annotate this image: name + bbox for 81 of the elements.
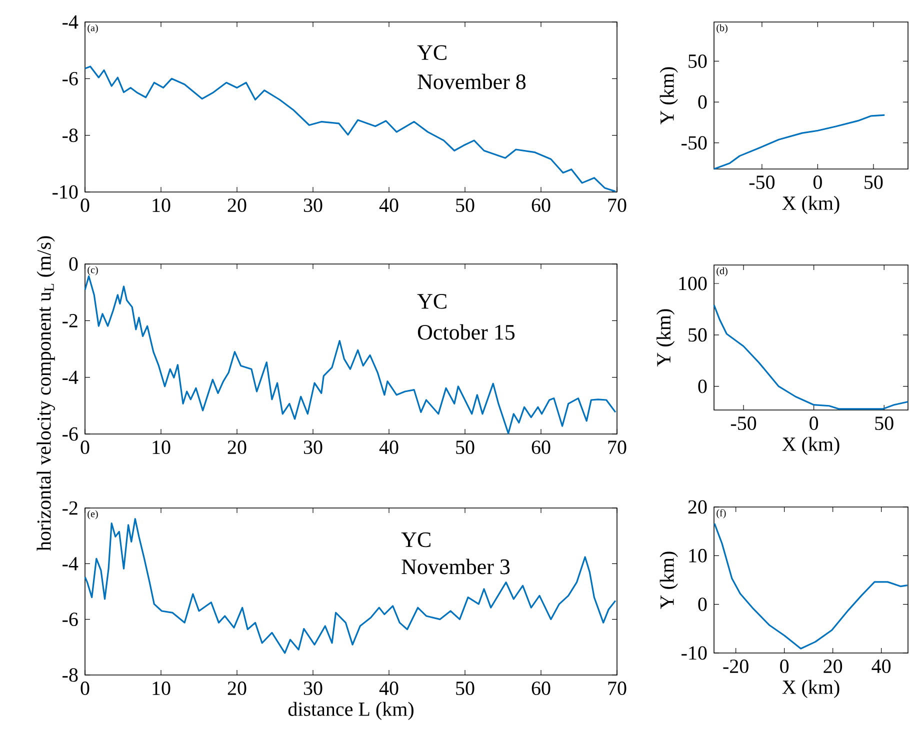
x-tick-label: 0 xyxy=(780,660,789,674)
y-tick-label: 10 xyxy=(689,548,707,562)
y-tick-label: -2 xyxy=(62,314,78,328)
x-tick-label: 10 xyxy=(152,682,170,696)
y-tick-label: -10 xyxy=(682,646,707,660)
x-tick-label: 20 xyxy=(824,660,842,674)
x-tick-label: 10 xyxy=(152,198,170,212)
x-tick-label: 0 xyxy=(80,440,90,454)
y-tick-label: 20 xyxy=(688,500,707,514)
annotation: November 8 xyxy=(418,74,526,90)
y-tick-label: -8 xyxy=(62,128,78,142)
y-tick-label: -8 xyxy=(62,668,78,682)
x-tick-label: 10 xyxy=(152,440,170,454)
x-tick-label: 20 xyxy=(228,682,246,696)
annotation: (f) xyxy=(716,509,726,518)
x-tick-label: 70 xyxy=(608,682,626,696)
x-tick-label: 30 xyxy=(304,440,322,454)
y-tick-label: 0 xyxy=(698,380,707,394)
x-tick-label: 20 xyxy=(228,198,246,212)
annotation: YC xyxy=(417,45,446,60)
y-axis-title: Y (km) xyxy=(656,309,675,366)
annotation: YC xyxy=(401,532,430,548)
y-axis-title: Y (km) xyxy=(660,67,678,124)
y-tick-label: 0 xyxy=(69,257,78,271)
x-tick-label: 40 xyxy=(379,682,398,696)
annotation: (a) xyxy=(88,24,98,34)
x-axis-title: distance L (km) xyxy=(288,702,414,720)
y-tick-label: 0 xyxy=(698,598,707,612)
x-tick-label: -20 xyxy=(723,660,748,674)
x-tick-label: 60 xyxy=(532,440,550,454)
x-tick-label: 30 xyxy=(304,198,322,212)
line-series xyxy=(713,114,886,170)
x-tick-label: 0 xyxy=(810,416,818,430)
y-tick-label: -6 xyxy=(62,427,78,441)
x-tick-label: 60 xyxy=(532,682,550,696)
x-tick-label: 60 xyxy=(532,198,550,212)
annotation: (d) xyxy=(716,267,728,276)
x-tick-label: 50 xyxy=(456,682,474,696)
x-tick-label: 20 xyxy=(228,440,246,454)
annotation: YC xyxy=(417,294,446,309)
annotation: October 15 xyxy=(418,324,515,340)
y-tick-label: -6 xyxy=(62,612,78,626)
y-tick-label: 0 xyxy=(698,95,707,109)
annotation: (e) xyxy=(88,510,98,520)
y-axis-title: horizontal velocity component u$_{L}$ (m/s) xyxy=(36,236,55,551)
x-tick-label: 0 xyxy=(813,176,822,190)
x-tick-label: 50 xyxy=(456,198,474,212)
y-tick-label: -10 xyxy=(52,185,78,199)
annotation: November 3 xyxy=(402,558,510,574)
x-tick-label: 40 xyxy=(379,198,398,212)
x-axis-title: X (km) xyxy=(782,196,840,214)
annotation: (c) xyxy=(88,266,98,276)
line-series xyxy=(84,518,616,654)
x-tick-label: 40 xyxy=(379,440,398,454)
x-tick-label: 0 xyxy=(80,682,90,696)
x-tick-label: -50 xyxy=(730,416,756,430)
x-axis-title: X (km) xyxy=(782,680,840,698)
x-tick-label: 70 xyxy=(608,198,626,212)
y-tick-label: -50 xyxy=(682,136,707,150)
y-tick-label: -4 xyxy=(62,370,78,384)
y-tick-label: 50 xyxy=(688,54,707,68)
y-tick-label: 100 xyxy=(679,276,707,290)
y-tick-label: -4 xyxy=(62,557,78,570)
x-tick-label: -50 xyxy=(749,176,775,190)
x-tick-label: 30 xyxy=(304,682,322,696)
x-tick-label: 70 xyxy=(608,440,626,454)
x-tick-label: 0 xyxy=(80,198,90,212)
line-series xyxy=(714,522,908,650)
y-tick-label: -6 xyxy=(62,72,78,86)
y-axis-title: Y (km) xyxy=(660,552,678,609)
y-tick-label: -4 xyxy=(62,15,78,29)
x-axis-title: X (km) xyxy=(782,436,840,456)
y-tick-label: -2 xyxy=(62,501,78,515)
y-tick-label: 50 xyxy=(688,328,707,342)
x-tick-label: 50 xyxy=(864,176,883,190)
x-tick-label: 40 xyxy=(872,660,891,674)
x-tick-label: 50 xyxy=(875,416,894,430)
line-series xyxy=(84,66,616,192)
x-tick-label: 50 xyxy=(456,440,474,454)
line-series xyxy=(84,275,616,434)
annotation: (b) xyxy=(716,24,728,34)
